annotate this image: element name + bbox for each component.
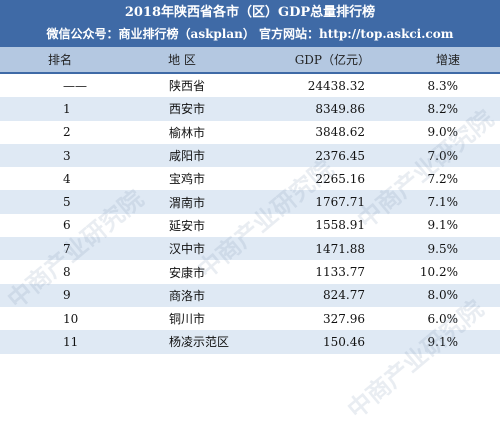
cell-region: 安康市 — [169, 265, 206, 280]
column-header-region: 地 区 — [168, 53, 196, 67]
cell-gdp: 824.77 — [323, 288, 365, 303]
cell-gdp: 8349.86 — [315, 101, 365, 116]
cell-growth: 7.2% — [427, 171, 459, 186]
table-header-banner: 2018年陕西省各市（区）GDP总量排行榜 微信公众号：商业排行榜（askpla… — [0, 0, 500, 47]
cell-growth: 6.0% — [427, 311, 459, 326]
table-row: 10 铜川市 327.96 6.0% — [0, 306, 500, 331]
cell-rank: 5 — [63, 195, 71, 210]
cell-gdp: 2376.45 — [315, 148, 365, 163]
page-title: 2018年陕西省各市（区）GDP总量排行榜 — [124, 5, 376, 20]
cell-growth: 10.2% — [419, 265, 458, 280]
table-row: 7 汉中市 1471.88 9.5% — [0, 237, 500, 261]
cell-growth: 9.1% — [427, 218, 459, 233]
cell-rank: 10 — [63, 311, 79, 326]
cell-region: 杨凌示范区 — [169, 335, 230, 350]
cell-region: 西安市 — [169, 102, 206, 117]
cell-growth: 9.1% — [427, 334, 459, 349]
cell-region: 咸阳市 — [169, 149, 206, 164]
cell-rank: 6 — [63, 218, 71, 233]
cell-rank: 9 — [63, 288, 71, 303]
cell-gdp: 1558.91 — [315, 218, 365, 233]
column-header-row: 排名 地 区 GDP（亿元） 增速 — [0, 47, 500, 74]
cell-growth: 9.0% — [427, 125, 459, 140]
column-header-gdp: GDP（亿元） — [294, 53, 370, 67]
column-header-growth: 增速 — [435, 53, 460, 67]
cell-region: 铜川市 — [169, 312, 206, 327]
column-header-rank: 排名 — [48, 53, 73, 67]
cell-gdp: 24438.32 — [307, 78, 365, 93]
cell-growth: 8.3% — [427, 78, 459, 93]
page-subtitle: 微信公众号：商业排行榜（askplan） 官方网站：http://top.ask… — [46, 27, 454, 41]
cell-region: 陕西省 — [169, 79, 206, 94]
cell-rank: 1 — [63, 101, 71, 116]
cell-rank: 11 — [63, 334, 79, 349]
table-row: 3 咸阳市 2376.45 7.0% — [0, 143, 500, 168]
table-row: 4 宝鸡市 2265.16 7.2% — [0, 167, 500, 191]
cell-region: 延安市 — [169, 218, 206, 233]
cell-region: 商洛市 — [169, 288, 206, 303]
cell-rank: 8 — [63, 265, 71, 280]
table-row: 6 延安市 1558.91 9.1% — [0, 213, 500, 238]
cell-rank: 7 — [63, 241, 71, 256]
cell-rank: 4 — [63, 171, 71, 186]
table-row: 11 杨凌示范区 150.46 9.1% — [0, 330, 500, 354]
table-row: 9 商洛市 824.77 8.0% — [0, 283, 500, 307]
cell-region: 汉中市 — [169, 242, 206, 257]
cell-gdp: 1471.88 — [315, 241, 365, 256]
cell-growth: 8.0% — [427, 288, 459, 303]
cell-gdp: 1133.77 — [315, 265, 365, 280]
cell-rank: 2 — [63, 125, 71, 140]
table-row: 2 榆林市 3848.62 9.0% — [0, 120, 500, 144]
cell-gdp: 3848.62 — [315, 125, 365, 140]
cell-gdp: 327.96 — [323, 311, 365, 326]
cell-growth: 7.0% — [427, 148, 459, 163]
cell-region: 榆林市 — [169, 125, 206, 140]
table-row: 5 渭南市 1767.71 7.1% — [0, 190, 500, 214]
cell-region: 宝鸡市 — [169, 172, 206, 187]
cell-gdp: 150.46 — [323, 334, 365, 349]
cell-growth: 7.1% — [427, 195, 459, 210]
table-row: 1 西安市 8349.86 8.2% — [0, 97, 500, 121]
table-row: —— 陕西省 24438.32 8.3% — [0, 74, 500, 98]
cell-rank: —— — [63, 78, 87, 93]
cell-rank: 3 — [63, 148, 71, 163]
cell-growth: 9.5% — [427, 241, 459, 256]
table-row: 8 安康市 1133.77 10.2% — [0, 260, 500, 284]
cell-gdp: 2265.16 — [315, 171, 365, 186]
table-body: —— 陕西省 24438.32 8.3% 1 西安市 8349.86 8.2% … — [0, 74, 500, 354]
cell-growth: 8.2% — [427, 101, 459, 116]
cell-region: 渭南市 — [169, 195, 206, 210]
cell-gdp: 1767.71 — [315, 195, 365, 210]
